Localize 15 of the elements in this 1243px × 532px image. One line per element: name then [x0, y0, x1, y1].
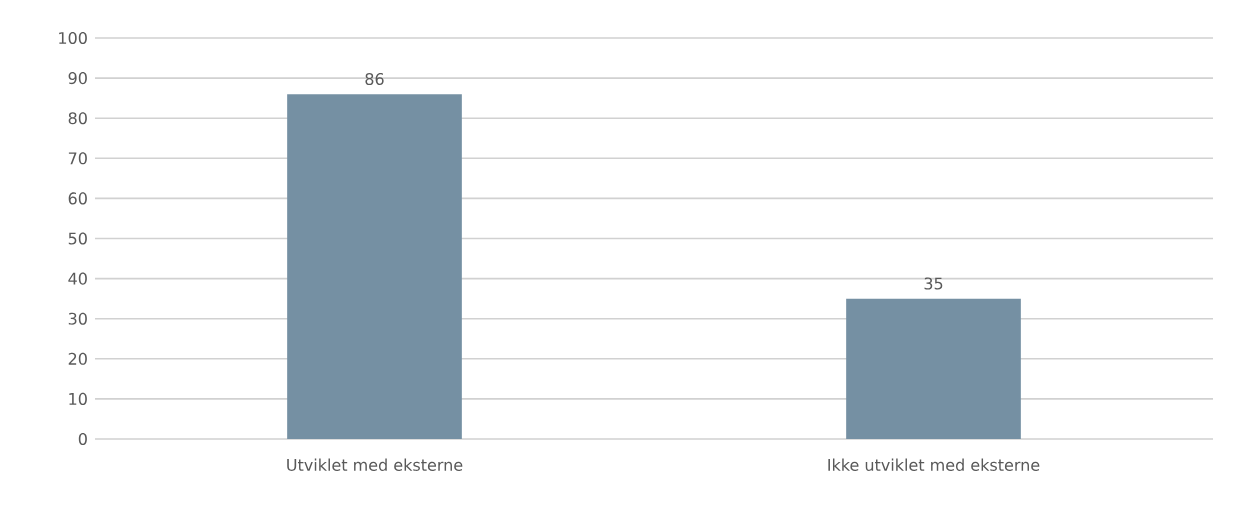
x-tick-label: Ikke utviklet med eksterne — [828, 458, 1040, 471]
y-tick-label: 60 — [68, 192, 87, 205]
y-tick-label: 30 — [68, 312, 87, 325]
data-label: 35 — [924, 277, 943, 290]
y-tick-label: 20 — [68, 352, 87, 365]
x-tick-label: Utviklet med eksterne — [287, 458, 463, 471]
y-tick-label: 50 — [68, 232, 87, 245]
y-tick-label: 0 — [78, 432, 87, 446]
y-tick-label: 90 — [68, 72, 87, 85]
y-tick-label: 40 — [68, 272, 87, 285]
y-tick-label: 80 — [68, 112, 87, 125]
data-label: 86 — [365, 72, 384, 86]
y-tick-label: 10 — [69, 392, 87, 405]
y-tick-label: 100 — [59, 31, 87, 45]
y-tick-label: 70 — [68, 152, 87, 165]
